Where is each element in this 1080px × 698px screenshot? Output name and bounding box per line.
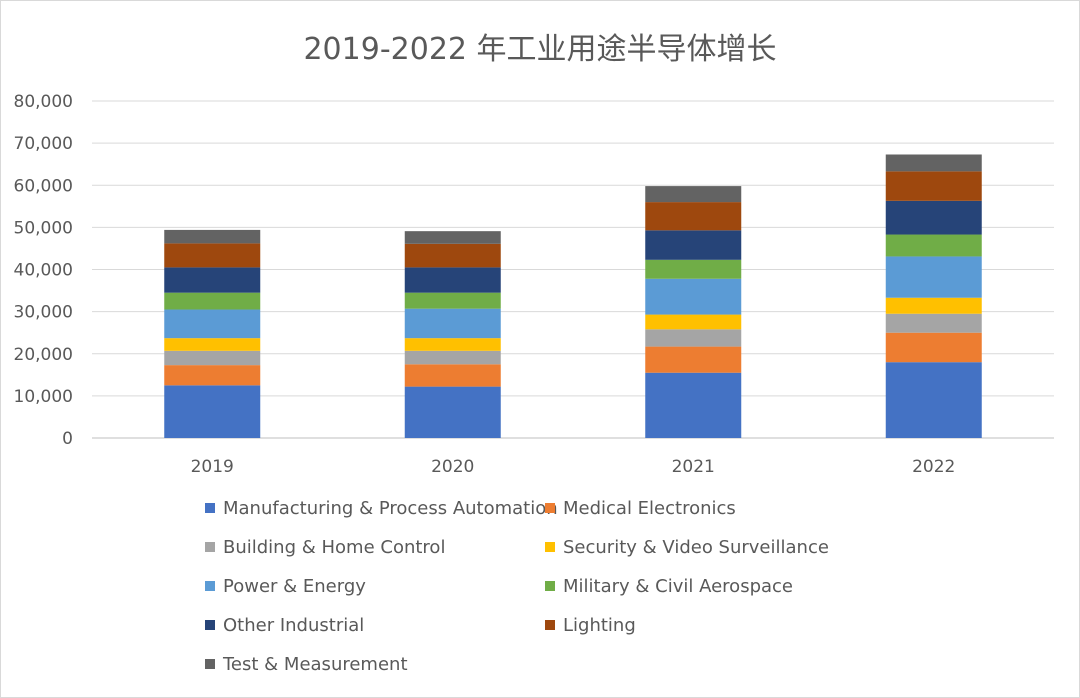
legend-label: Power & Energy (223, 575, 366, 597)
legend-item: Lighting (545, 614, 815, 636)
bar-segment-2021-1 (645, 372, 742, 438)
y-tick-label: 30,000 (14, 303, 73, 323)
legend-label: Manufacturing & Process Automation (223, 497, 558, 519)
bar-segment-2019-5 (164, 309, 261, 339)
legend-item: Manufacturing & Process Automation (205, 497, 558, 519)
bar-segment-2019-4 (164, 338, 261, 351)
x-tick-label: 2021 (672, 457, 715, 477)
bar-segment-2021-5 (645, 278, 742, 315)
bar-segment-2020-9 (404, 231, 501, 244)
legend-item: Power & Energy (205, 575, 545, 597)
legend-swatch (545, 581, 555, 591)
bar-segment-2019-9 (164, 229, 261, 244)
bar-segment-2020-4 (404, 338, 501, 351)
y-tick-label: 70,000 (14, 134, 73, 154)
bar-segment-2022-8 (885, 171, 982, 201)
legend-label: Medical Electronics (563, 497, 736, 519)
y-tick-label: 0 (62, 429, 73, 449)
legend-label: Other Industrial (223, 614, 365, 636)
legend-label: Security & Video Surveillance (563, 536, 829, 558)
bar-segment-2021-9 (645, 186, 742, 203)
legend-swatch (205, 542, 215, 552)
bar-segment-2022-3 (885, 313, 982, 333)
bar-segment-2020-2 (404, 364, 501, 387)
bar-segment-2019-8 (164, 243, 261, 268)
y-tick-label: 40,000 (14, 261, 73, 281)
bar-segment-2021-3 (645, 329, 742, 347)
y-tick-label: 60,000 (14, 176, 73, 196)
bar-segment-2022-5 (885, 256, 982, 298)
legend-label: Test & Measurement (223, 653, 408, 675)
legend-item: Medical Electronics (545, 497, 815, 519)
bar-segment-2020-8 (404, 243, 501, 268)
legend-item: Military & Civil Aerospace (545, 575, 815, 597)
bar-segment-2021-6 (645, 259, 742, 279)
bar-segment-2022-9 (885, 154, 982, 172)
bar-segment-2021-8 (645, 202, 742, 231)
legend-item: Test & Measurement (205, 653, 545, 675)
bar-segment-2019-3 (164, 350, 261, 366)
bar-segment-2019-2 (164, 365, 261, 386)
y-tick-label: 50,000 (14, 218, 73, 238)
legend-swatch (205, 581, 215, 591)
chart-title: 2019-2022 年工业用途半导体增长 (303, 32, 777, 67)
legend-swatch (545, 542, 555, 552)
bar-segment-2019-7 (164, 267, 261, 293)
y-tick-label: 10,000 (14, 387, 73, 407)
legend-label: Building & Home Control (223, 536, 446, 558)
legend-item: Building & Home Control (205, 536, 545, 558)
bar-segment-2022-6 (885, 234, 982, 257)
bar-segment-2022-4 (885, 297, 982, 314)
legend-swatch (545, 620, 555, 630)
bar-segment-2020-7 (404, 267, 501, 293)
y-tick-label: 20,000 (14, 345, 73, 365)
bar-segment-2022-7 (885, 200, 982, 235)
legend-swatch (545, 503, 555, 513)
legend-item: Other Industrial (205, 614, 545, 636)
bar-segment-2022-1 (885, 362, 982, 438)
bar-segment-2021-4 (645, 314, 742, 330)
x-tick-label: 2019 (191, 457, 234, 477)
legend-swatch (205, 620, 215, 630)
bar-segment-2020-5 (404, 308, 501, 339)
legend-item: Security & Video Surveillance (545, 536, 829, 558)
legend-swatch (205, 503, 215, 513)
x-tick-label: 2022 (912, 457, 955, 477)
bar-segment-2021-7 (645, 230, 742, 260)
legend-label: Military & Civil Aerospace (563, 575, 793, 597)
bar-segment-2022-2 (885, 332, 982, 363)
bar-segment-2021-2 (645, 346, 742, 373)
bar-segment-2020-1 (404, 386, 501, 438)
legend-swatch (205, 659, 215, 669)
bar-segment-2020-6 (404, 292, 501, 309)
x-tick-label: 2020 (431, 457, 474, 477)
bar-segment-2019-6 (164, 292, 261, 310)
legend-label: Lighting (563, 614, 636, 636)
y-tick-label: 80,000 (14, 92, 73, 112)
chart-legend: Manufacturing & Process Automation Medica… (205, 497, 829, 675)
bar-segment-2020-3 (404, 350, 501, 365)
bar-segment-2019-1 (164, 385, 261, 438)
